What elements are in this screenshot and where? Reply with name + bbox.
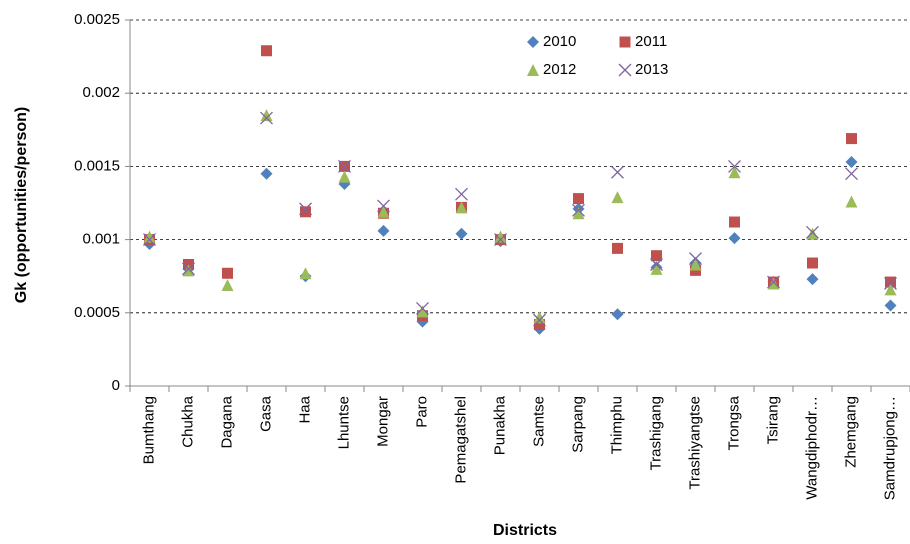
- marker-triangle: [884, 283, 897, 296]
- x-tick-label: Trashiyangtse: [686, 396, 703, 490]
- marker-x: [377, 199, 390, 213]
- y-tick-label: 0.0025: [74, 11, 120, 28]
- x-tick-label: Tsirang: [764, 396, 781, 444]
- marker-diamond: [377, 224, 390, 237]
- marker-square: [222, 267, 233, 279]
- marker-triangle: [728, 166, 741, 179]
- marker-triangle: [689, 258, 702, 271]
- marker-x: [260, 111, 273, 125]
- marker-triangle: [533, 311, 546, 324]
- marker-x: [182, 262, 195, 276]
- x-tick-label: Zhemgang: [842, 396, 859, 468]
- y-tick-label: 0.0015: [74, 157, 120, 174]
- marker-triangle: [527, 64, 539, 76]
- x-tick-label: Thimphu: [608, 396, 625, 454]
- legend-label: 2010: [543, 33, 576, 50]
- x-tick-label: Trongsa: [725, 395, 742, 450]
- legend-label: 2012: [543, 61, 576, 78]
- x-tick-label: Mongar: [374, 396, 391, 447]
- x-tick-label: Trashigang: [647, 396, 664, 471]
- marker-x: [299, 202, 312, 216]
- marker-triangle: [494, 230, 507, 243]
- marker-x: [416, 301, 429, 315]
- marker-x: [494, 233, 507, 247]
- marker-x: [455, 187, 468, 201]
- marker-diamond: [455, 227, 468, 240]
- marker-square: [300, 206, 311, 218]
- x-tick-label: Dagana: [218, 395, 235, 448]
- marker-x: [728, 159, 741, 173]
- marker-x: [650, 258, 663, 271]
- marker-x: [767, 275, 780, 289]
- y-tick-label: 0.001: [82, 231, 120, 248]
- marker-square: [651, 250, 662, 262]
- marker-square: [261, 45, 272, 57]
- marker-x: [143, 233, 156, 247]
- y-tick-label: 0: [112, 377, 120, 394]
- marker-x: [618, 63, 632, 77]
- marker-triangle: [806, 227, 819, 240]
- x-tick-label: Bumthang: [140, 396, 157, 464]
- marker-square: [534, 319, 545, 331]
- x-axis-title: Districts: [493, 522, 557, 539]
- marker-square: [729, 216, 740, 228]
- y-axis-title: Gk (opportunities/person): [13, 107, 30, 303]
- marker-diamond: [884, 299, 897, 312]
- legend-label: 2013: [635, 61, 668, 78]
- x-tick-label: Lhuntse: [335, 396, 352, 449]
- marker-square: [619, 36, 631, 48]
- marker-triangle: [650, 262, 663, 275]
- marker-triangle: [377, 205, 390, 218]
- y-tick-label: 0.0005: [74, 304, 120, 321]
- marker-x: [338, 159, 351, 173]
- marker-triangle: [572, 207, 585, 220]
- x-tick-label: Paro: [413, 396, 430, 428]
- x-tick-label: Sarpang: [569, 396, 586, 453]
- marker-diamond: [527, 36, 539, 48]
- marker-diamond: [728, 232, 741, 245]
- x-tick-label: Punakha: [491, 395, 508, 455]
- x-tick-label: Samdrupjong…: [881, 396, 898, 500]
- marker-x: [572, 203, 585, 217]
- marker-x: [689, 252, 702, 266]
- x-tick-label: Samtse: [530, 396, 547, 447]
- marker-x: [533, 313, 546, 327]
- x-tick-label: Chukha: [179, 395, 196, 447]
- x-tick-label: Wangdiphodr…: [803, 396, 820, 500]
- marker-diamond: [611, 308, 624, 321]
- marker-triangle: [221, 278, 234, 291]
- x-tick-label: Pemagatshel: [452, 396, 469, 484]
- marker-triangle: [143, 230, 156, 243]
- marker-triangle: [767, 277, 780, 290]
- marker-triangle: [611, 191, 624, 204]
- marker-diamond: [260, 167, 273, 180]
- marker-triangle: [455, 201, 468, 214]
- marker-triangle: [338, 170, 351, 183]
- marker-diamond: [845, 156, 858, 169]
- marker-square: [807, 257, 818, 269]
- legend-label: 2011: [635, 33, 667, 50]
- marker-triangle: [845, 195, 858, 208]
- marker-x: [845, 167, 858, 181]
- marker-triangle: [299, 267, 312, 280]
- marker-square: [612, 242, 623, 254]
- y-tick-label: 0.002: [82, 84, 120, 101]
- x-tick-label: Gasa: [257, 395, 274, 432]
- marker-square: [573, 193, 584, 205]
- marker-triangle: [416, 305, 429, 318]
- marker-triangle: [182, 264, 195, 277]
- marker-square: [846, 133, 857, 145]
- marker-triangle: [260, 109, 273, 122]
- marker-diamond: [806, 273, 819, 286]
- x-tick-label: Haa: [296, 395, 313, 423]
- marker-x: [884, 277, 897, 290]
- marker-x: [611, 165, 624, 179]
- marker-square: [885, 276, 896, 288]
- marker-x: [806, 225, 819, 239]
